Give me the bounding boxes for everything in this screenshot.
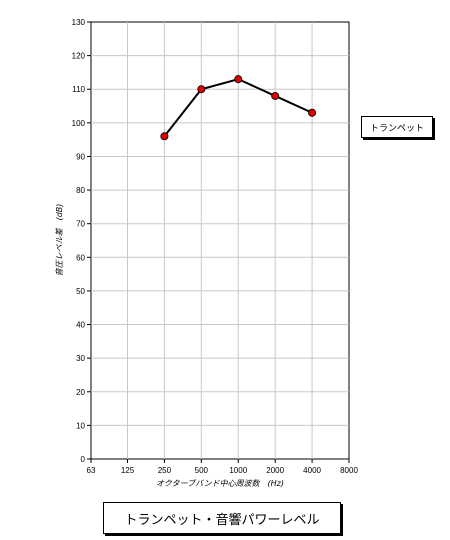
grid xyxy=(91,22,349,459)
y-tick-label: 30 xyxy=(76,354,85,363)
y-tick-label: 20 xyxy=(76,388,85,397)
data-point xyxy=(160,132,169,141)
y-tick-label: 90 xyxy=(76,152,85,161)
x-tick-labels: 63 125 250 500 1000 2000 4000 8000 xyxy=(87,459,358,475)
x-tick-label: 8000 xyxy=(340,466,358,475)
y-tick-label: 80 xyxy=(76,186,85,195)
data-point xyxy=(197,85,206,94)
x-tick-label: 4000 xyxy=(303,466,321,475)
y-tick-label: 50 xyxy=(76,287,85,296)
chart-caption: トランペット・音響パワーレベル xyxy=(103,502,341,534)
y-tick-label: 130 xyxy=(72,18,86,27)
x-tick-label: 63 xyxy=(87,466,96,475)
y-tick-label: 40 xyxy=(76,321,85,330)
data-point xyxy=(234,75,243,84)
y-tick-label: 60 xyxy=(76,253,85,262)
y-tick-label: 70 xyxy=(76,220,85,229)
data-point xyxy=(271,91,280,100)
y-tick-label: 110 xyxy=(72,85,85,94)
y-tick-label: 0 xyxy=(81,455,86,464)
x-tick-label: 125 xyxy=(121,466,135,475)
x-tick-label: 250 xyxy=(158,466,172,475)
y-tick-label: 120 xyxy=(72,52,86,61)
y-tick-labels: 0 10 20 30 40 50 60 70 80 90 100 110 120 130 xyxy=(72,18,91,464)
data-point xyxy=(308,108,317,117)
y-tick-label: 10 xyxy=(76,421,85,430)
x-axis-label: オクターブバンド中心周波数 (Hz) xyxy=(156,479,284,488)
legend-label: トランペット xyxy=(369,123,424,134)
x-tick-label: 500 xyxy=(195,466,209,475)
plot-area xyxy=(90,21,350,460)
x-tick-label: 1000 xyxy=(229,466,247,475)
caption-text: トランペット・音響パワーレベル xyxy=(124,512,320,528)
y-tick-label: 100 xyxy=(72,119,86,128)
y-axis-label: 音圧レベル差 (dB) xyxy=(55,204,64,277)
series xyxy=(160,75,317,141)
x-tick-label: 2000 xyxy=(266,466,284,475)
legend: トランペット xyxy=(361,116,433,138)
